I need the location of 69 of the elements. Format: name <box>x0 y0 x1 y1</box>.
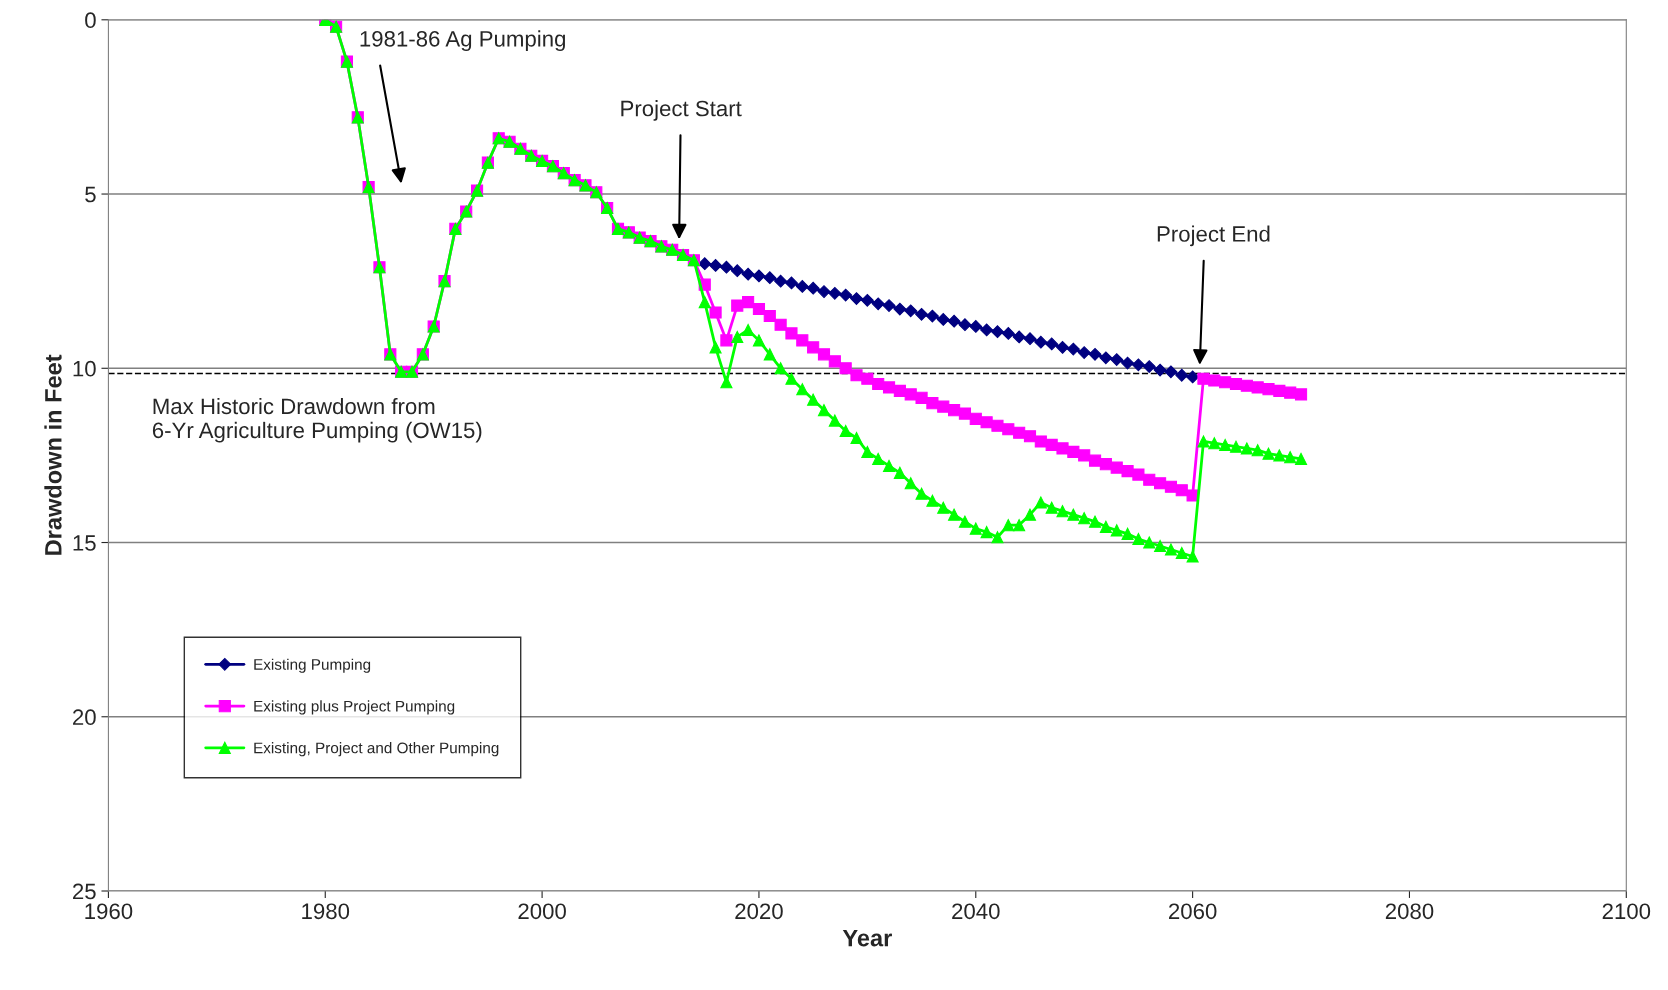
point <box>741 267 755 281</box>
point <box>1045 337 1059 351</box>
ref-line-label: Max Historic Drawdown from 6-Yr Agriculture Pumping (OW15) <box>152 397 482 443</box>
point <box>958 318 972 332</box>
y-tick-label: 20 <box>73 709 96 726</box>
point <box>1088 347 1102 361</box>
point <box>806 281 820 295</box>
point <box>839 288 853 302</box>
x-tick-label: 2020 <box>735 903 783 920</box>
point <box>1186 370 1200 384</box>
y-tick-label: 10 <box>73 360 96 377</box>
x-tick-label: 2000 <box>518 903 566 920</box>
point <box>1056 340 1069 354</box>
point <box>1099 351 1113 365</box>
y-axis-title: Drawdown in Feet <box>44 354 62 555</box>
legend-label: Existing plus Project Pumping <box>254 700 455 715</box>
point <box>1153 363 1167 377</box>
point <box>1132 358 1145 372</box>
point <box>698 257 712 271</box>
point <box>850 292 863 305</box>
point <box>991 325 1004 339</box>
point <box>893 302 907 316</box>
point <box>1121 356 1134 370</box>
point <box>926 309 939 323</box>
x-tick-label: 2060 <box>1169 903 1217 920</box>
y-tick-label: 5 <box>85 186 96 203</box>
x-tick-label: 1960 <box>85 903 133 920</box>
point <box>1066 342 1080 356</box>
point <box>795 279 809 293</box>
point <box>936 313 950 326</box>
point <box>1034 335 1048 349</box>
point <box>763 271 777 285</box>
y-tick-label: 25 <box>73 883 96 900</box>
y-tick-label: 15 <box>73 535 96 551</box>
point <box>709 259 722 272</box>
x-tick-label: 2100 <box>1602 903 1651 920</box>
point <box>752 269 766 283</box>
point <box>720 260 733 274</box>
annotation: Project End <box>1157 225 1270 247</box>
point <box>1110 353 1124 366</box>
point <box>871 297 885 311</box>
point <box>774 274 788 288</box>
point <box>730 264 744 278</box>
point <box>882 299 896 312</box>
point <box>860 293 874 307</box>
point <box>828 286 842 300</box>
point <box>1164 365 1178 379</box>
point <box>980 323 994 337</box>
legend-label: Existing Pumping <box>254 658 371 673</box>
y-tick-label: 0 <box>85 12 96 29</box>
point <box>1023 332 1037 346</box>
point <box>817 285 831 299</box>
point <box>1077 346 1091 360</box>
point <box>947 314 961 328</box>
x-tick-label: 2040 <box>952 903 1000 920</box>
x-tick-label: 2080 <box>1385 903 1434 920</box>
point <box>969 320 983 333</box>
point <box>1001 327 1015 340</box>
point <box>785 276 798 290</box>
annotation: 1981-86 Ag Pumping <box>360 30 566 52</box>
point <box>1142 360 1156 373</box>
x-tick-label: 1980 <box>302 903 350 920</box>
point <box>1012 330 1026 344</box>
point <box>915 307 928 321</box>
point <box>904 304 918 318</box>
x-axis-title: Year <box>842 929 892 947</box>
point <box>1175 368 1189 382</box>
legend-label: Existing, Project and Other Pumping <box>254 742 499 757</box>
annotation: Project Start <box>621 100 742 121</box>
